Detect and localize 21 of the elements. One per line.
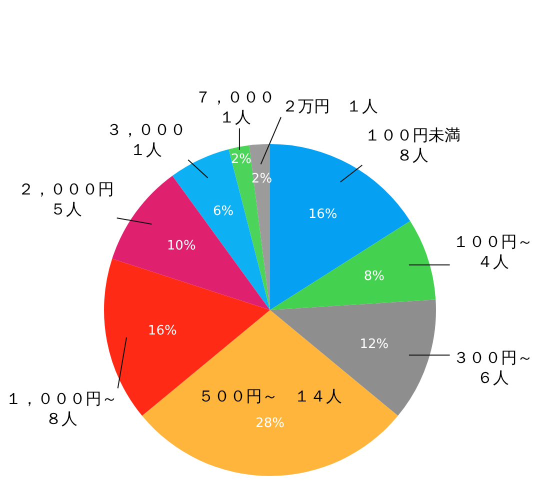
slice-label: ３００円～６人 [452, 348, 533, 388]
data-label: 10% [166, 238, 196, 254]
slice-label: ７，０００１人 [194, 87, 275, 126]
data-label: 16% [148, 324, 177, 339]
pie-slice [270, 221, 436, 310]
data-label: 2% [230, 152, 252, 168]
pie-slice [270, 144, 410, 310]
data-label: 28% [256, 416, 284, 431]
data-label: 6% [213, 204, 234, 219]
slice-label: ５００円～ １４人 [198, 386, 342, 406]
slice-label: １，０００円～８人 [5, 389, 118, 428]
pie-slice [142, 310, 398, 476]
slice-label: １００円未満８人 [364, 125, 461, 164]
slice-label: ３，０００１人 [106, 120, 186, 159]
slice-label: １００円～４人 [452, 232, 533, 271]
pie-slice [249, 144, 270, 310]
slice-label: ２万円 １人 [282, 96, 378, 116]
data-label: 8% [364, 269, 385, 284]
data-label: 16% [308, 206, 338, 222]
data-label: 12% [360, 336, 389, 352]
slice-label: ２，０００円５人 [18, 179, 114, 218]
